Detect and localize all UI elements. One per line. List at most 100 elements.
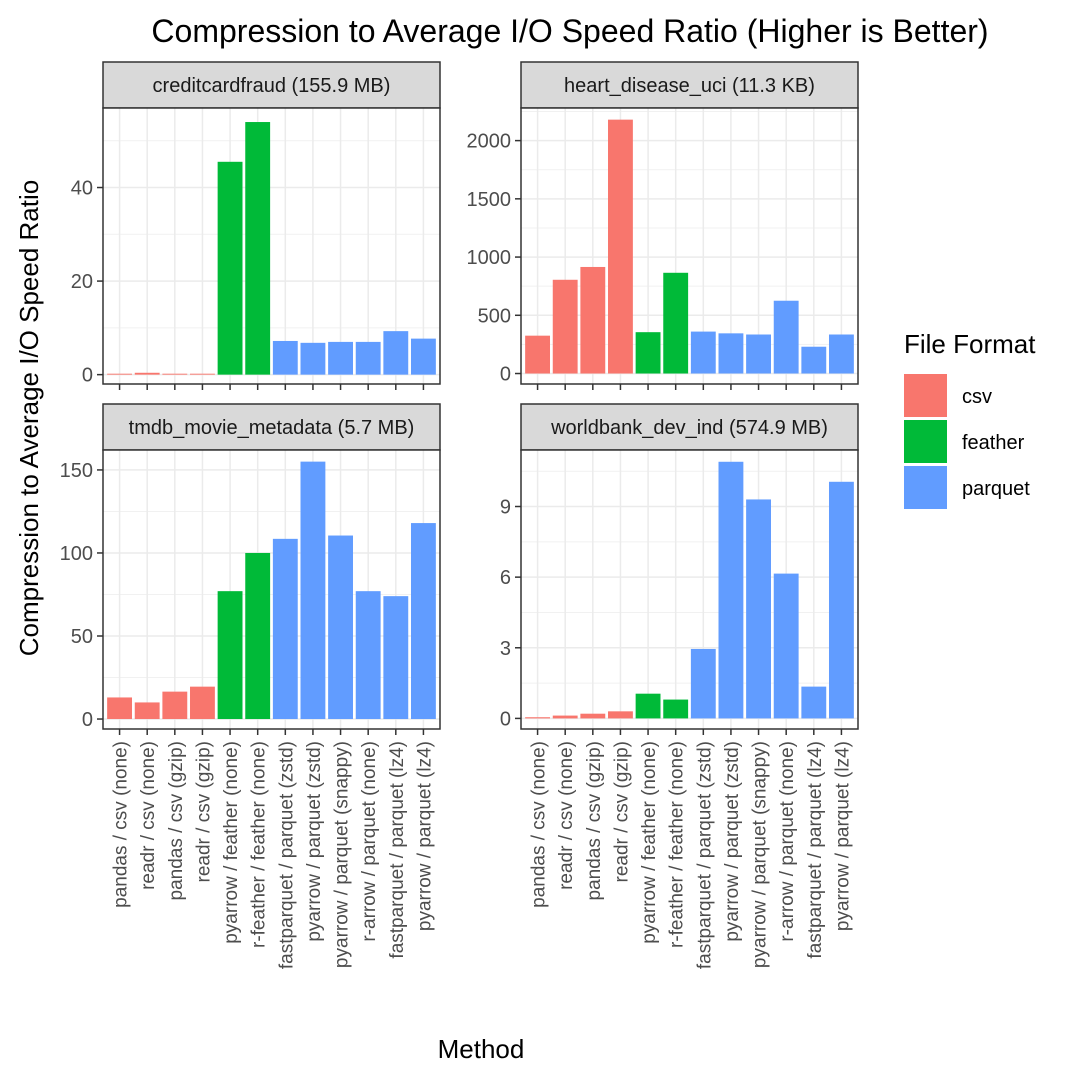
x-tick-label: r-feather / feather (none) xyxy=(249,741,270,948)
x-tick-label: pyarrow / feather (none) xyxy=(221,741,242,944)
facet-panel: worldbank_dev_ind (574.9 MB) 0 3 6 9 pandas /… xyxy=(500,403,859,969)
bar xyxy=(773,300,799,374)
bar xyxy=(690,331,716,374)
panel-border xyxy=(102,107,441,385)
x-tick-label: fastparquet / parquet (lz4) xyxy=(805,741,826,959)
x-axis-title: Method xyxy=(438,1034,525,1064)
bar xyxy=(773,573,799,719)
bar xyxy=(328,341,353,375)
bar xyxy=(300,342,326,375)
facet-strip-label: creditcardfraud (155.9 MB) xyxy=(153,75,391,97)
y-tick-label: 1000 xyxy=(467,247,512,269)
bar xyxy=(552,715,578,719)
x-tick-label: pyarrow / parquet (lz4) xyxy=(832,741,853,931)
bar xyxy=(828,481,854,719)
bar xyxy=(801,346,827,374)
y-tick-label: 0 xyxy=(500,708,511,730)
bar xyxy=(525,335,551,374)
y-tick-label: 2000 xyxy=(467,131,512,153)
bar xyxy=(580,713,606,719)
bar xyxy=(383,596,409,720)
bar xyxy=(217,591,243,720)
bar xyxy=(245,122,271,375)
y-tick-label: 100 xyxy=(60,543,93,565)
bar xyxy=(410,523,436,720)
x-tick-label: pyarrow / parquet (zstd) xyxy=(722,741,743,942)
x-tick-label: pandas / csv (none) xyxy=(111,741,132,908)
bar xyxy=(663,272,689,374)
bar xyxy=(217,161,243,375)
bar xyxy=(107,697,133,720)
bar xyxy=(272,538,298,720)
chart-title: Compression to Average I/O Speed Ratio (… xyxy=(151,13,988,49)
bar xyxy=(746,334,771,374)
bar xyxy=(383,331,409,375)
bar xyxy=(718,461,744,719)
bar xyxy=(355,591,381,720)
bar xyxy=(635,693,661,719)
bar xyxy=(690,648,716,719)
bar xyxy=(300,461,326,720)
bar xyxy=(134,702,160,720)
x-tick-label: fastparquet / parquet (zstd) xyxy=(694,741,715,969)
facet-panel: tmdb_movie_metadata (5.7 MB) 0 50 100 150 pan… xyxy=(60,403,441,969)
facet-strip xyxy=(520,403,859,451)
bar xyxy=(525,717,551,719)
legend-label: parquet xyxy=(962,478,1030,500)
bar xyxy=(828,334,854,374)
legend-label: feather xyxy=(962,432,1025,454)
y-tick-label: 0 xyxy=(82,709,93,731)
bar xyxy=(245,552,271,720)
bar xyxy=(190,686,215,720)
bar xyxy=(107,373,133,375)
bar xyxy=(328,535,353,720)
x-tick-label: pyarrow / parquet (snappy) xyxy=(332,741,353,968)
bar xyxy=(718,333,744,374)
y-tick-label: 6 xyxy=(500,567,511,589)
y-tick-label: 9 xyxy=(500,497,511,519)
x-tick-label: r-arrow / parquet (none) xyxy=(359,741,380,942)
bar xyxy=(801,686,827,719)
x-tick-label: r-arrow / parquet (none) xyxy=(777,741,798,942)
bar xyxy=(410,338,436,375)
facet-strip-label: tmdb_movie_metadata (5.7 MB) xyxy=(129,417,415,439)
y-axis-title: Compression to Average I/O Speed Ratio xyxy=(14,180,44,656)
legend-swatch xyxy=(904,420,947,463)
facet-strip-label: worldbank_dev_ind (574.9 MB) xyxy=(550,417,828,439)
facet-panel: creditcardfraud (155.9 MB) 0 20 40 xyxy=(71,61,441,390)
x-tick-label: pyarrow / parquet (snappy) xyxy=(750,741,771,968)
y-tick-label: 3 xyxy=(500,638,511,660)
bar xyxy=(663,699,689,719)
bar xyxy=(162,373,188,375)
facet-strip xyxy=(102,61,441,109)
legend-swatch xyxy=(904,466,947,509)
bar xyxy=(552,279,578,374)
panel-border xyxy=(520,107,859,385)
bar xyxy=(635,332,661,374)
y-tick-label: 0 xyxy=(82,365,93,387)
y-tick-label: 40 xyxy=(71,178,93,200)
x-tick-label: r-feather / feather (none) xyxy=(667,741,688,948)
x-tick-label: readr / csv (none) xyxy=(556,741,577,890)
bar xyxy=(272,340,298,375)
facet-panel: heart_disease_uci (11.3 KB) 0 500 1000 1500 2… xyxy=(467,61,859,390)
bar xyxy=(608,711,633,719)
bar xyxy=(134,372,160,375)
panel-border xyxy=(520,449,859,730)
x-tick-label: readr / csv (none) xyxy=(138,741,159,890)
facet-panels: creditcardfraud (155.9 MB) 0 20 40 heart_dis… xyxy=(60,61,859,969)
legend-swatch xyxy=(904,374,947,417)
y-tick-label: 50 xyxy=(71,626,93,648)
facet-strip-label: heart_disease_uci (11.3 KB) xyxy=(564,75,815,97)
panel-border xyxy=(102,449,441,730)
bar xyxy=(608,119,633,374)
x-tick-label: pyarrow / parquet (lz4) xyxy=(414,741,435,931)
bar xyxy=(162,691,188,720)
y-tick-label: 1500 xyxy=(467,189,512,211)
y-tick-label: 500 xyxy=(478,305,511,327)
x-tick-label: pandas / csv (gzip) xyxy=(584,741,605,900)
bar xyxy=(190,373,215,375)
legend: File Format csv feather parquet xyxy=(904,329,1036,509)
